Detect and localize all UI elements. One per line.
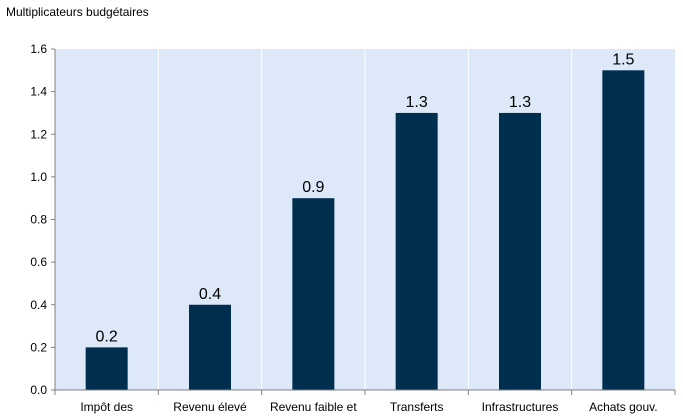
y-tick-label: 1.2 <box>30 127 47 141</box>
data-label: 1.3 <box>509 94 531 111</box>
y-tick-label: 1.0 <box>30 170 47 184</box>
y-axis-title: Multiplicateurs budgétaires <box>6 5 149 19</box>
data-labels: 0.2 0.4 0.9 1.3 1.3 1.5 <box>96 51 635 345</box>
data-label: 0.9 <box>302 179 324 196</box>
y-tick-label: 1.6 <box>30 42 47 56</box>
x-tick-label: Revenu faible et <box>270 400 357 414</box>
bar <box>85 347 128 390</box>
data-label: 1.3 <box>406 94 428 111</box>
x-tick-label: Infrastructures <box>482 400 559 414</box>
bar <box>395 112 438 390</box>
x-tick-label: Transferts <box>390 400 444 414</box>
x-tick-label: Revenu élevé <box>173 400 247 414</box>
y-tick-label: 0.0 <box>30 383 47 397</box>
x-tick-label: Impôt des <box>80 400 133 414</box>
data-label: 0.4 <box>199 286 221 303</box>
data-label: 0.2 <box>96 328 118 345</box>
y-tick-label: 1.4 <box>30 85 47 99</box>
bar <box>499 112 541 390</box>
bar <box>602 70 645 390</box>
y-tick-label: 0.2 <box>30 340 47 354</box>
bar <box>292 198 335 390</box>
axes: 0.0 0.2 0.4 0.6 0.8 1.0 1.2 1.4 1.6 Impôt des Reve… <box>30 42 676 414</box>
bar <box>189 304 231 390</box>
grid-lines <box>157 49 573 390</box>
x-tick-label: Achats gouv. <box>589 400 657 414</box>
y-tick-label: 0.4 <box>30 298 47 312</box>
data-label: 1.5 <box>612 51 634 68</box>
bars <box>85 70 645 390</box>
y-tick-label: 0.6 <box>30 255 47 269</box>
y-tick-label: 0.8 <box>30 213 47 227</box>
